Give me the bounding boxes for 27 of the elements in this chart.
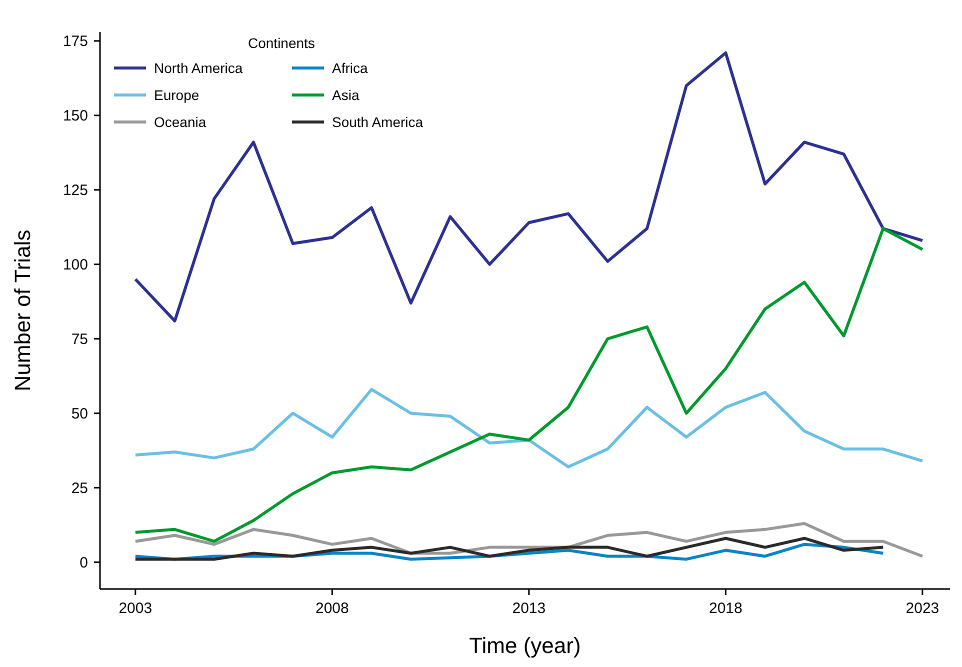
- y-tick-label: 125: [62, 182, 88, 200]
- legend-label: South America: [332, 114, 424, 130]
- line-series: [134, 536, 885, 561]
- y-tick-label: 150: [62, 108, 88, 125]
- line-series: [134, 388, 924, 468]
- legend-label: Asia: [332, 86, 360, 103]
- line-series: [134, 51, 924, 322]
- x-tick-label: 2008: [315, 600, 349, 617]
- legend-label: Oceania: [154, 114, 206, 130]
- y-tick-label: 75: [71, 331, 88, 348]
- y-tick-label: 100: [62, 256, 88, 274]
- line-series: [134, 227, 924, 543]
- legend-label: North America: [154, 60, 243, 76]
- x-tick-label: 2018: [709, 600, 742, 617]
- x-tick-label: 2013: [512, 600, 546, 617]
- y-tick-label: 50: [71, 406, 88, 423]
- line-series: [134, 522, 924, 558]
- x-tick-label: 2023: [906, 600, 940, 617]
- x-tick-label: 2003: [118, 600, 152, 617]
- y-axis-title: Number of Trials: [10, 230, 35, 392]
- legend-label: Africa: [332, 60, 368, 76]
- legend-title: Continents: [248, 35, 315, 51]
- legend-label: Europe: [154, 86, 200, 103]
- y-tick-label: 0: [80, 554, 88, 572]
- x-axis-title: Time (year): [469, 633, 581, 658]
- y-tick-label: 25: [71, 480, 88, 497]
- y-tick-label: 175: [62, 33, 88, 50]
